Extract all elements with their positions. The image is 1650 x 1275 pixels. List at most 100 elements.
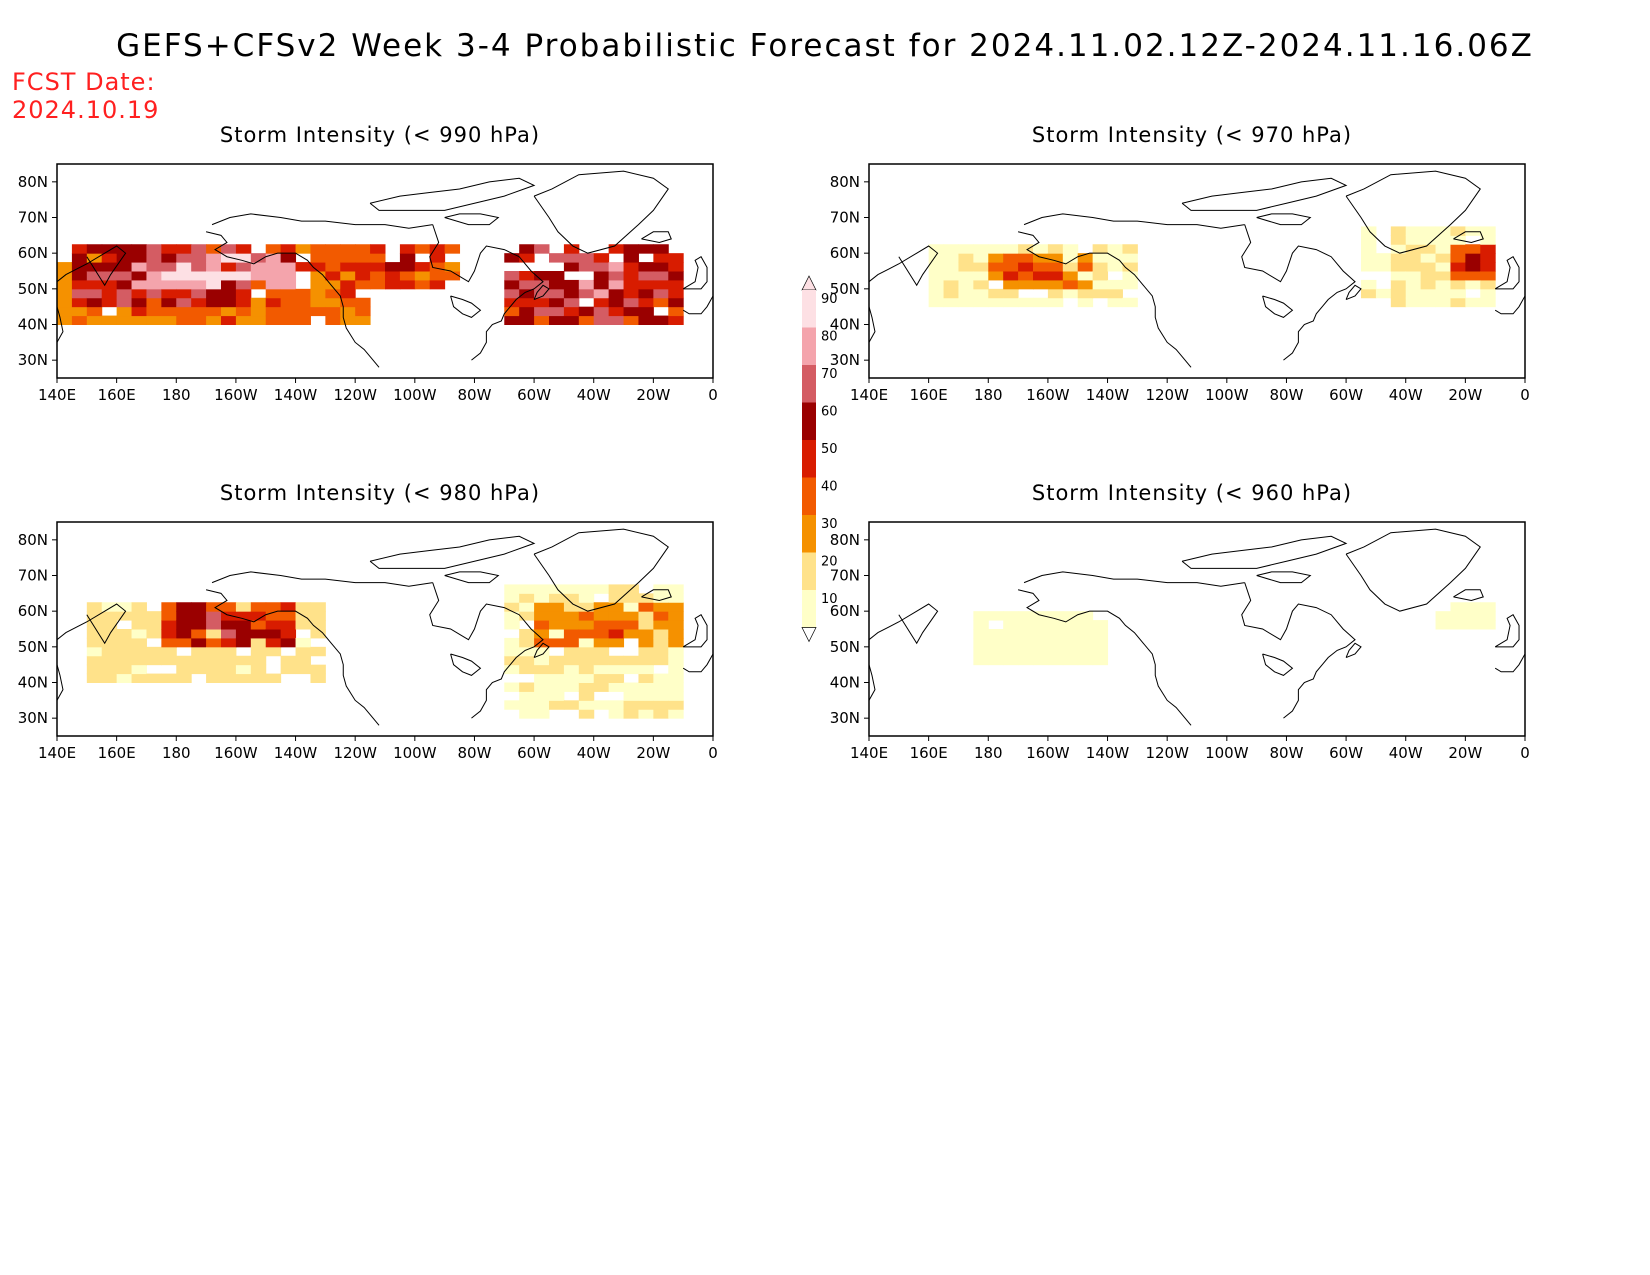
- probability-cell: [563, 664, 580, 675]
- probability-cell: [101, 288, 118, 299]
- probability-cell: [146, 306, 162, 317]
- probability-cell: [534, 682, 550, 692]
- probability-cell: [265, 297, 282, 308]
- probability-cell: [1361, 262, 1377, 272]
- probability-cell: [608, 682, 625, 692]
- probability-cell: [235, 288, 252, 299]
- map-plot: 80N 70N 60N 50N 40N 30N 140E 160E 180 160W 140W 120…: [18, 521, 718, 762]
- coastline: [444, 571, 500, 584]
- probability-cell: [146, 673, 162, 683]
- probability-cell: [161, 244, 177, 254]
- lat-tick-label: 40N: [830, 316, 860, 334]
- colorbar-segment: [802, 477, 816, 515]
- probability-cell: [206, 279, 222, 290]
- probability-cell: [563, 620, 580, 630]
- probability-cell: [973, 279, 989, 290]
- probability-cell: [1405, 262, 1422, 272]
- colorbar-segment: [802, 402, 816, 440]
- probability-cell: [578, 315, 595, 325]
- probability-cell: [131, 288, 147, 299]
- probability-cell: [973, 646, 989, 657]
- coastline: [533, 284, 550, 300]
- lat-tick-label: 30N: [18, 351, 48, 369]
- probability-cell: [1405, 279, 1422, 290]
- probability-cell: [1465, 253, 1481, 263]
- coastline: [1256, 213, 1312, 226]
- probability-cell: [444, 271, 461, 281]
- probability-cell: [250, 655, 267, 666]
- coastline: [56, 245, 127, 287]
- probability-cell: [668, 620, 684, 630]
- probability-cell: [504, 306, 520, 317]
- probability-cell: [534, 673, 550, 683]
- colorbar-label: 90: [821, 292, 838, 307]
- lon-tick-label: 40W: [1389, 386, 1423, 404]
- probability-cell: [623, 593, 639, 603]
- map-frame: [56, 163, 714, 379]
- probability-cell: [593, 271, 610, 281]
- probability-cell: [1018, 637, 1034, 648]
- probability-cell: [549, 602, 565, 612]
- probability-cell: [1450, 297, 1466, 308]
- probability-cell: [563, 297, 580, 308]
- probability-cell: [101, 655, 118, 666]
- probability-cell: [1480, 620, 1496, 630]
- probability-cell: [519, 611, 535, 621]
- probability-cell: [1390, 271, 1407, 281]
- probability-cell: [1062, 244, 1079, 254]
- probability-cell: [1062, 288, 1079, 299]
- probability-cell: [549, 655, 565, 666]
- probability-cell: [988, 244, 1004, 254]
- coastline: [682, 614, 708, 648]
- probability-cell: [280, 655, 297, 666]
- probability-cell: [1018, 279, 1034, 290]
- probability-cell: [623, 664, 639, 675]
- probability-cell: [86, 244, 103, 254]
- probability-cell: [1435, 244, 1451, 254]
- probability-cell: [1018, 253, 1034, 263]
- probability-cell: [250, 646, 267, 657]
- probability-cell: [504, 297, 520, 308]
- probability-cell: [638, 646, 654, 657]
- probability-cell: [310, 279, 326, 290]
- probability-cell: [519, 297, 535, 308]
- probability-cell: [116, 602, 133, 612]
- probability-cell: [578, 593, 595, 603]
- probability-cell: [638, 620, 654, 630]
- probability-cell: [161, 262, 177, 272]
- probability-cell: [504, 611, 520, 621]
- lon-tick-label: 100W: [1205, 386, 1249, 404]
- probability-cell: [504, 655, 520, 666]
- probability-cell: [653, 297, 669, 308]
- probability-cell: [1450, 279, 1466, 290]
- probability-cell: [958, 253, 974, 263]
- probability-cell: [1047, 253, 1064, 263]
- coastline: [444, 213, 500, 226]
- coastline: [868, 245, 939, 287]
- probability-cell: [1405, 235, 1422, 245]
- coastline: [533, 642, 550, 658]
- lat-tick-label: 60N: [830, 244, 860, 262]
- probability-cell: [1033, 629, 1049, 639]
- probability-cell: [638, 288, 654, 299]
- probability-cell: [295, 664, 311, 675]
- probability-cell: [235, 297, 252, 308]
- probability-cell: [958, 279, 974, 290]
- lon-tick-label: 180: [974, 744, 1003, 762]
- probability-cell: [578, 700, 595, 710]
- probability-cell: [519, 691, 535, 701]
- probability-cell: [310, 244, 326, 254]
- probability-cell: [265, 620, 282, 630]
- probability-cell: [71, 279, 88, 290]
- probability-cell: [250, 664, 267, 675]
- probability-cell: [1003, 279, 1019, 290]
- probability-cell: [340, 279, 356, 290]
- lon-tick-label: 160W: [1026, 386, 1070, 404]
- probability-cell: [444, 244, 461, 254]
- probability-cell: [355, 315, 371, 325]
- probability-cell: [176, 620, 192, 630]
- probability-cell: [1003, 620, 1019, 630]
- lat-tick-label: 50N: [830, 280, 860, 298]
- probability-cell: [668, 655, 684, 666]
- probability-cell: [1390, 288, 1407, 299]
